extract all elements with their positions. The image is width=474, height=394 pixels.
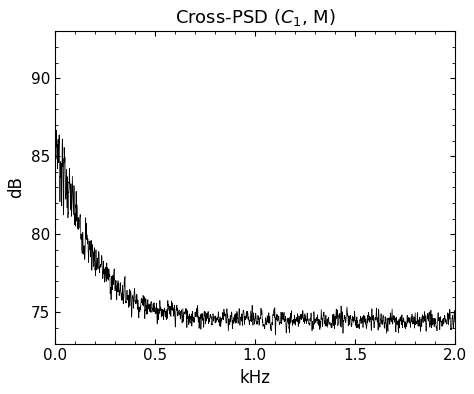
Title: Cross-PSD ($C_1$, M): Cross-PSD ($C_1$, M)	[174, 7, 335, 28]
X-axis label: kHz: kHz	[239, 369, 270, 387]
Y-axis label: dB: dB	[7, 177, 25, 199]
